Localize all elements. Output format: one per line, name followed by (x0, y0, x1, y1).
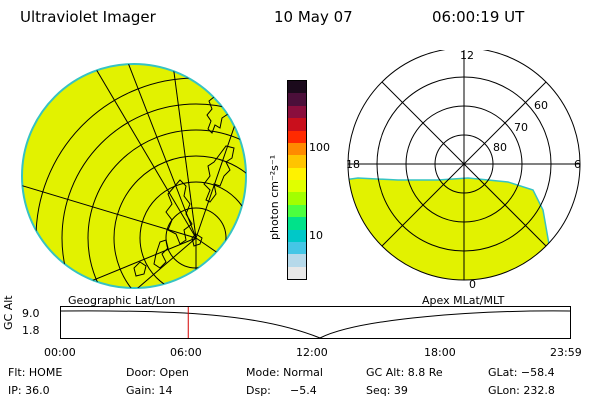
colorbar-stripe (288, 180, 306, 193)
time-label: 06:00:19 UT (432, 8, 525, 26)
altitude-ytick-bottom: 1.8 (22, 324, 40, 337)
xtick-0600: 06:00 (170, 346, 202, 359)
colorbar-stripe (288, 118, 306, 131)
colorbar-tick-100: 100 (309, 141, 330, 154)
xtick-1200: 12:00 (296, 346, 328, 359)
geographic-image-disc (21, 63, 247, 289)
status-mode: Mode: Normal (246, 366, 323, 379)
status-flt: Flt: HOME (8, 366, 63, 379)
colorbar-stripe (288, 105, 306, 119)
altitude-plot-frame (60, 306, 571, 339)
status-door: Door: Open (126, 366, 189, 379)
magnetic-image-region (348, 177, 557, 280)
status-gc-alt: GC Alt: 8.8 Re (366, 366, 443, 379)
magnetic-grid (347, 50, 581, 281)
mlt-label-12: 12 (460, 50, 474, 62)
colorbar-stripe (288, 81, 306, 94)
colorbar-stripe (288, 142, 306, 156)
colorbar-tick-10: 10 (309, 229, 323, 242)
colorbar-stripe (288, 217, 306, 230)
colorbar-unit-label: photon cm⁻²s⁻¹ (268, 154, 281, 240)
altitude-ylabel: GC Alt (2, 295, 15, 330)
xtick-0000: 00:00 (44, 346, 76, 359)
altitude-ytick-top: 9.0 (22, 307, 40, 320)
colorbar-stripe (288, 155, 306, 168)
magnetic-caption: Apex MLat/MLT (422, 294, 505, 307)
mlat-label-60: 60 (534, 99, 548, 112)
colorbar-stripe (288, 266, 306, 279)
altitude-plot (60, 306, 571, 339)
geographic-caption: Geographic Lat/Lon (68, 294, 176, 307)
mlt-label-18: 18 (346, 158, 360, 171)
mlat-label-70: 70 (514, 121, 528, 134)
colorbar-stripe (288, 254, 306, 267)
altitude-curve (60, 310, 571, 339)
status-gain: Gain: 14 (126, 384, 173, 397)
colorbar-stripe (288, 192, 306, 205)
status-glat: GLat: −58.4 (488, 366, 555, 379)
status-dsp-label: Dsp: (246, 384, 271, 397)
mlt-label-6: 6 (574, 158, 581, 171)
colorbar-stripe (288, 167, 306, 180)
colorbar-stripe (288, 93, 306, 106)
mlt-label-0: 0 (469, 278, 476, 290)
colorbar-stripe (288, 229, 306, 242)
status-dsp-value: −5.4 (290, 384, 317, 397)
status-ip: IP: 36.0 (8, 384, 50, 397)
color-scale-bar (287, 80, 307, 280)
colorbar-stripe (288, 241, 306, 255)
status-seq: Seq: 39 (366, 384, 408, 397)
xtick-1800: 18:00 (424, 346, 456, 359)
instrument-title: Ultraviolet Imager (20, 8, 156, 26)
geographic-map (21, 63, 247, 289)
mlat-label-80: 80 (493, 141, 507, 154)
xtick-2359: 23:59 (550, 346, 582, 359)
date-label: 10 May 07 (274, 8, 353, 26)
colorbar-stripe (288, 130, 306, 143)
magnetic-polar-map: 12 18 6 0 60 70 80 (346, 50, 581, 290)
colorbar-stripe (288, 204, 306, 218)
status-glon: GLon: 232.8 (488, 384, 555, 397)
